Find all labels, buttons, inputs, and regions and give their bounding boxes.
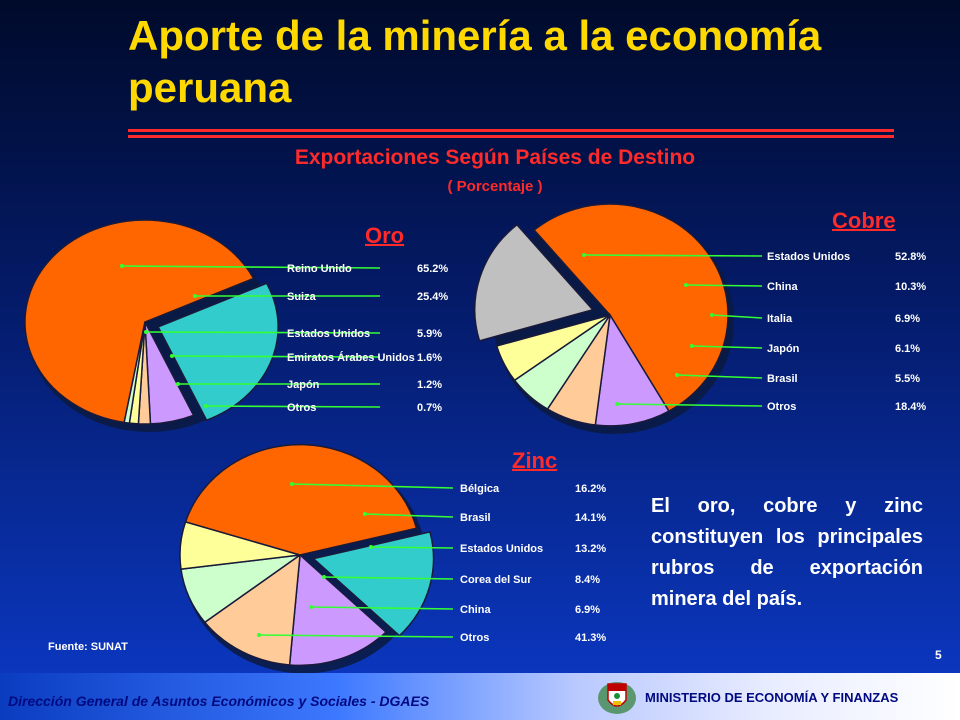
oro-label-emiratos-arabes-unidos: Emiratos Árabes Unidos [287, 351, 415, 364]
title-underline-second [128, 135, 894, 138]
page-title: Aporte de la minería a la economía perua… [128, 12, 822, 111]
cobre-leader-dot-japon [690, 344, 694, 348]
oro-label-japon: Japón [287, 379, 320, 391]
zinc-chart-title: Zinc [512, 448, 558, 473]
zinc-label-brasil: Brasil [460, 512, 491, 524]
oro-leader-dot-otros [204, 404, 208, 408]
zinc-value-belgica: 16.2% [575, 483, 606, 495]
oro-value-estados-unidos: 5.9% [417, 328, 442, 340]
cobre-leader-estados-unidos [583, 254, 763, 257]
oro-leader-estados-unidos [145, 331, 381, 334]
zinc-leader-otros [258, 634, 454, 638]
oro-leader-reino-unido [121, 265, 381, 269]
footer-department: Dirección General de Asuntos Económicos … [8, 693, 430, 709]
footer-ministry: MINISTERIO DE ECONOMÍA Y FINANZAS [645, 690, 899, 705]
summary-text: El oro, cobre y zinc constituyen los pri… [651, 495, 923, 610]
cobre-leader-dot-china [684, 283, 688, 287]
page-number: 5 [935, 648, 942, 662]
zinc-label-china: China [460, 604, 491, 616]
cobre-value-brasil: 5.5% [895, 373, 920, 385]
cobre-label-china: China [767, 281, 798, 293]
zinc-leader-dot-china [309, 605, 313, 609]
cobre-label-japon: Japón [767, 343, 800, 355]
oro-leader-dot-suiza [193, 294, 197, 298]
oro-leader-dot-emiratos-arabes-unidos [170, 354, 174, 358]
oro-label-suiza: Suiza [287, 291, 317, 303]
zinc-leader-dot-otros [257, 633, 261, 637]
cobre-value-china: 10.3% [895, 281, 926, 293]
cobre-label-italia: Italia [767, 313, 793, 325]
oro-value-japon: 1.2% [417, 379, 442, 391]
chart-group-unit: ( Porcentaje ) [447, 178, 543, 195]
zinc-value-corea-del-sur: 8.4% [575, 574, 600, 586]
zinc-leader-estados-unidos [370, 546, 454, 549]
zinc-slice-estados-unidos [203, 553, 301, 666]
zinc-value-otros: 41.3% [575, 632, 606, 644]
oro-chart-title: Oro [365, 223, 405, 248]
cobre-leader-italia [711, 314, 763, 319]
cobre-value-japon: 6.1% [895, 343, 920, 355]
zinc-value-china: 6.9% [575, 604, 600, 616]
cobre-value-estados-unidos: 52.8% [895, 251, 926, 263]
chart-group-title: Exportaciones Según Países de Destino [294, 146, 696, 169]
title-underline [128, 129, 894, 132]
oro-leader-dot-japon [176, 382, 180, 386]
cobre-leader-china [685, 284, 763, 287]
cobre-label-brasil: Brasil [767, 373, 798, 385]
oro-slice-otros [123, 321, 146, 424]
oro-value-reino-unido: 65.2% [417, 263, 448, 275]
zinc-slice-belgica [311, 531, 435, 637]
zinc-leader-dot-belgica [290, 482, 294, 486]
zinc-leader-dot-corea-del-sur [322, 575, 326, 579]
cobre-leader-japon [691, 345, 763, 349]
oro-leader-dot-reino-unido [120, 264, 124, 268]
oro-label-estados-unidos: Estados Unidos [287, 328, 370, 340]
cobre-value-italia: 6.9% [895, 313, 920, 325]
zinc-leader-brasil [364, 513, 454, 518]
coat-of-arms-icon [598, 682, 636, 714]
source-note: Fuente: SUNAT [48, 641, 128, 653]
oro-value-emiratos-arabes-unidos: 1.6% [417, 352, 442, 364]
oro-slice-suiza [157, 282, 279, 422]
zinc-value-estados-unidos: 13.2% [575, 543, 606, 555]
cobre-leader-dot-estados-unidos [582, 253, 586, 257]
zinc-label-otros: Otros [460, 632, 489, 644]
oro-label-reino-unido: Reino Unido [287, 263, 352, 275]
cobre-slice-china [594, 312, 670, 427]
zinc-leader-corea-del-sur [323, 576, 454, 580]
cobre-label-estados-unidos: Estados Unidos [767, 251, 850, 263]
oro-leader-otros [205, 405, 381, 408]
oro-value-otros: 0.7% [417, 402, 442, 414]
cobre-value-otros: 18.4% [895, 401, 926, 413]
cobre-leader-brasil [676, 374, 763, 379]
oro-label-otros: Otros [287, 402, 316, 414]
cobre-label-otros: Otros [767, 401, 796, 413]
cobre-leader-dot-brasil [675, 373, 679, 377]
zinc-label-corea-del-sur: Corea del Sur [460, 574, 532, 586]
zinc-label-belgica: Bélgica [460, 483, 500, 495]
cobre-leader-otros [616, 403, 763, 407]
zinc-label-estados-unidos: Estados Unidos [460, 543, 543, 555]
zinc-value-brasil: 14.1% [575, 512, 606, 524]
cobre-slice-otros [474, 223, 595, 342]
zinc-leader-dot-estados-unidos [369, 545, 373, 549]
oro-leader-emiratos-arabes-unidos [171, 355, 381, 358]
cobre-leader-dot-otros [615, 402, 619, 406]
zinc-leader-belgica [291, 483, 454, 489]
zinc-slice-otros [184, 443, 418, 556]
footer-bar [0, 673, 960, 720]
oro-leader-dot-estados-unidos [144, 330, 148, 334]
cobre-slice-brasil [495, 314, 611, 382]
cobre-leader-dot-italia [710, 313, 714, 317]
zinc-leader-china [310, 606, 454, 610]
oro-value-suiza: 25.4% [417, 291, 448, 303]
oro-slice-reino-unido [24, 219, 255, 424]
cobre-chart-title: Cobre [832, 208, 896, 233]
zinc-leader-dot-brasil [363, 512, 367, 516]
